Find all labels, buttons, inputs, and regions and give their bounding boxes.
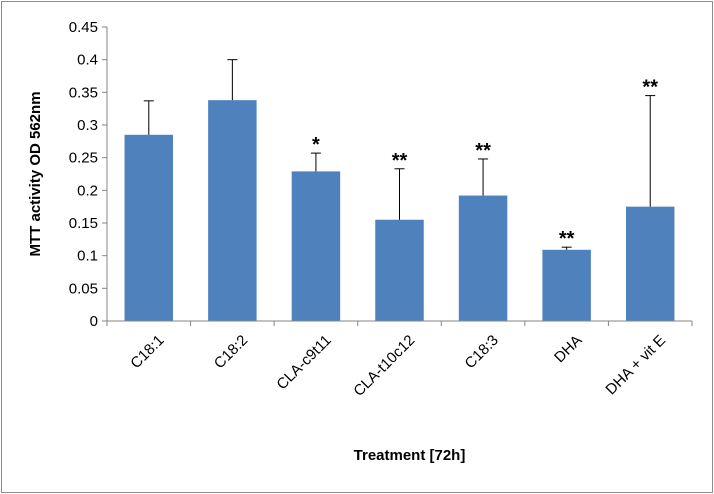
significance-marker: ** [392, 150, 408, 172]
x-tick-label: C18:1 [127, 332, 167, 372]
bar [542, 249, 591, 321]
x-tick-label: DHA + vit E [602, 332, 669, 399]
x-axis-title: Treatment [72h] [354, 447, 466, 464]
bar [208, 100, 257, 321]
y-tick-label: 0.3 [77, 117, 98, 134]
significance-marker: ** [642, 77, 658, 99]
significance-marker: ** [475, 140, 491, 162]
x-tick-label: C18:3 [462, 332, 502, 372]
y-tick-label: 0.15 [69, 215, 98, 232]
y-tick-label: 0.05 [69, 280, 98, 297]
bar [625, 206, 675, 321]
significance-marker: ** [559, 228, 575, 250]
y-tick-label: 0.45 [69, 19, 98, 36]
bar [458, 195, 508, 321]
significance-marker: * [312, 134, 320, 156]
bar [124, 134, 174, 321]
y-tick-label: 0.1 [77, 248, 98, 265]
bar [291, 171, 341, 321]
y-tick-label: 0.2 [77, 182, 98, 199]
x-tick-label: DHA [551, 332, 585, 366]
y-tick-label: 0 [90, 313, 98, 330]
x-tick-label: CLA-t10c12 [350, 332, 418, 400]
y-tick-label: 0.25 [69, 150, 98, 167]
y-axis-title: MTT activity OD 562nm [27, 91, 44, 256]
x-tick-label: C18:2 [211, 332, 251, 372]
y-tick-label: 0.4 [77, 52, 98, 69]
x-tick-label: CLA-c9t11 [273, 332, 334, 393]
y-tick-label: 0.35 [69, 84, 98, 101]
bar [375, 219, 424, 321]
